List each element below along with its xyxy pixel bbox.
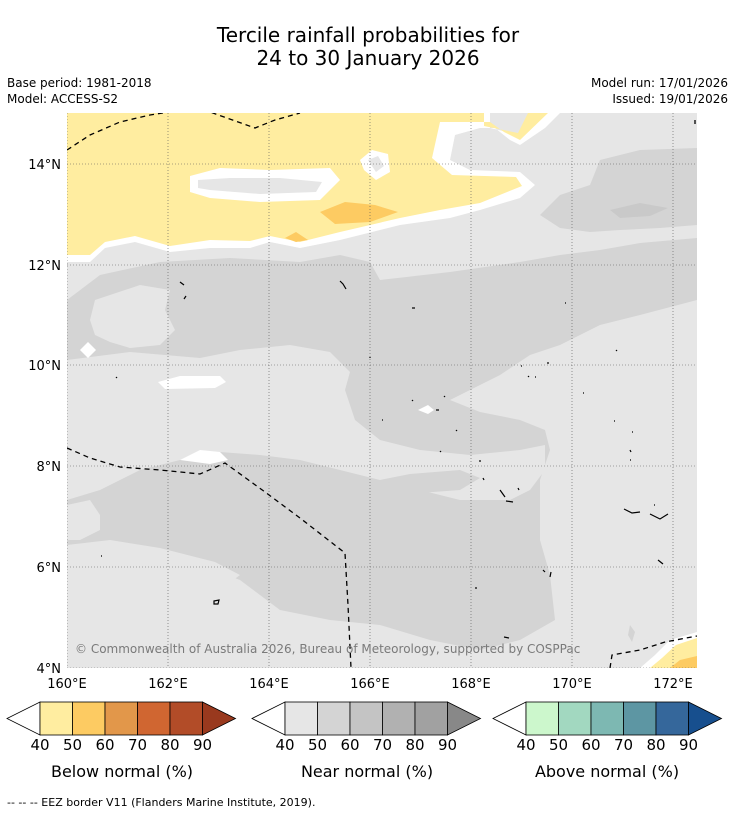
below-normal-50-60-blob-2 [285, 232, 308, 242]
colorbar-cell [590, 701, 624, 736]
colorbar-legends: 40 50 60 70 80 90 40 50 60 70 80 90 40 50 60 70 80 90 [6, 701, 723, 754]
colorbar-cell [104, 701, 138, 736]
colorbar-cell [317, 701, 351, 736]
colorbar-under-triangle [6, 701, 41, 736]
near-normal-below-40-patch-4 [418, 405, 434, 414]
colorbar-tick-label: 80 [405, 736, 424, 754]
near-normal-50-60-blob-3 [290, 540, 302, 555]
near-normal-below-40-patch-3 [180, 450, 228, 464]
colorbar-cell [382, 701, 416, 736]
lat-label: 6°N [37, 561, 62, 576]
map-title-line-1: Tercile rainfall probabilities for [216, 23, 520, 47]
colorbar-tick-label: 60 [340, 736, 359, 754]
colorbar-tick-label: 50 [308, 736, 327, 754]
lat-label: 8°N [37, 460, 62, 475]
model-label: Model: ACCESS-S2 [7, 92, 119, 106]
eez-borders [67, 113, 697, 668]
colorbar-over-triangle [688, 701, 723, 736]
lat-label: 10°N [28, 359, 61, 374]
colorbar-cell [623, 701, 657, 736]
graticule [67, 113, 697, 668]
near-normal-50-60-blob-1 [610, 203, 668, 218]
base-period-label: Base period: 1981-2018 [7, 76, 152, 90]
colorbar-tick-label: 50 [549, 736, 568, 754]
copyright-notice: © Commonwealth of Australia 2026, Bureau… [75, 642, 580, 656]
latitude-labels: 14°N 12°N 10°N 8°N 6°N 4°N [28, 158, 61, 677]
colorbar-tick-label: 70 [373, 736, 392, 754]
near-normal-colorbar-label: Near normal (%) [300, 762, 434, 781]
colorbar-tick-label: 70 [128, 736, 147, 754]
below-normal-hole-1-inner [198, 178, 322, 194]
colorbar-tick-label: 90 [438, 736, 457, 754]
colorbar-cell [414, 701, 448, 736]
near-normal-colorbar: 40 50 60 70 80 90 [251, 701, 482, 754]
colorbar-cell [137, 701, 171, 736]
near-normal-50-60-blob-4 [628, 625, 635, 642]
near-normal-40-50-south-area [67, 500, 240, 668]
below-normal-colorbar: 40 50 60 70 80 90 [6, 701, 237, 754]
colorbar-tick-label: 50 [63, 736, 82, 754]
colorbar-cell [72, 701, 106, 736]
colorbar-tick-label: 90 [193, 736, 212, 754]
issued-label: Issued: 19/01/2026 [612, 92, 728, 106]
colorbar-under-triangle [251, 701, 286, 736]
colorbar-tick-label: 40 [516, 736, 535, 754]
colorbar-tick-label: 80 [160, 736, 179, 754]
colorbar-cell [349, 701, 383, 736]
colorbar-cell [655, 701, 689, 736]
colorbar-under-triangle [492, 701, 527, 736]
eez-border-footnote: -- -- -- EEZ border V11 (Flanders Marine… [7, 796, 316, 809]
lon-label: 160°E [47, 677, 87, 692]
map-title-line-2: 24 to 30 January 2026 [256, 46, 480, 70]
colorbar-tick-label: 40 [30, 736, 49, 754]
colorbar-cell [39, 701, 73, 736]
colorbar-tick-label: 40 [275, 736, 294, 754]
islands [101, 280, 669, 639]
colorbar-over-triangle [202, 701, 237, 736]
colorbar-tick-label: 90 [679, 736, 698, 754]
lon-label: 164°E [249, 677, 289, 692]
below-normal-colorbar-label: Below normal (%) [50, 762, 194, 781]
lat-label: 12°N [28, 259, 61, 274]
colorbar-over-triangle [447, 701, 482, 736]
above-normal-colorbar: 40 50 60 70 80 90 [492, 701, 723, 754]
lat-label: 4°N [37, 662, 62, 677]
colorbar-cell [169, 701, 203, 736]
model-run-label: Model run: 17/01/2026 [590, 76, 728, 90]
near-normal-50-60-blob-2 [380, 470, 480, 493]
lon-label: 166°E [350, 677, 390, 692]
above-normal-colorbar-label: Above normal (%) [534, 762, 680, 781]
longitude-labels: 160°E 162°E 164°E 166°E 168°E 170°E 172°… [47, 677, 693, 692]
near-normal-below-40-patch-1 [80, 342, 96, 358]
colorbar-tick-label: 60 [95, 736, 114, 754]
near-normal-below-40-patch-2 [158, 376, 226, 389]
lon-label: 170°E [552, 677, 592, 692]
colorbar-tick-label: 80 [646, 736, 665, 754]
colorbar-tick-label: 70 [614, 736, 633, 754]
colorbar-cell [525, 701, 559, 736]
lon-label: 162°E [148, 677, 188, 692]
below-normal-50-60-blob-1 [320, 202, 398, 224]
below-normal-se-50-60 [670, 656, 697, 668]
map-field: © Commonwealth of Australia 2026, Bureau… [67, 113, 697, 668]
lon-label: 168°E [451, 677, 491, 692]
colorbar-tick-label: 60 [581, 736, 600, 754]
lat-label: 14°N [28, 158, 61, 173]
colorbar-cell [284, 701, 318, 736]
colorbar-cell [558, 701, 592, 736]
lon-label: 172°E [653, 677, 693, 692]
